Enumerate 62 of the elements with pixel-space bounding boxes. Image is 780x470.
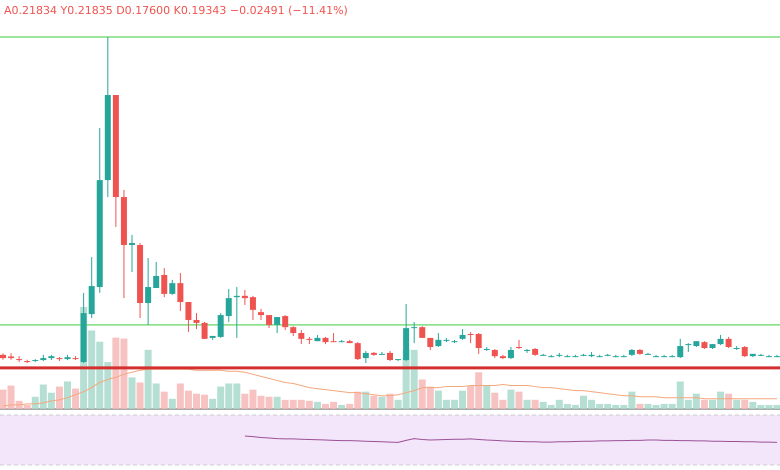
candlestick [145,258,152,326]
candlestick [435,332,442,348]
candlestick [460,328,466,340]
candlestick [411,321,418,344]
candlestick [516,339,522,350]
bar [636,404,644,409]
bar [128,377,136,409]
candlestick [742,346,748,358]
bar [386,394,394,409]
bar [338,404,346,409]
candlestick [153,261,160,289]
candlestick [354,342,361,361]
bar [725,394,732,409]
candlestick [508,346,514,360]
candlestick [685,342,692,352]
candlestick [226,288,232,322]
chart-title: A0.21834 Y0.21835 D0.17600 K0.19343 −0.02491 (−11.41%) [4,4,348,17]
bar [274,396,281,409]
candlestick [290,326,296,336]
candlestick [177,272,184,312]
bar [168,398,176,409]
candlestick [726,336,732,349]
bar [532,400,539,409]
candlestick [476,332,482,354]
bar [378,396,386,409]
bar [507,390,514,409]
candlestick [266,314,272,329]
candlestick [274,316,280,334]
candlestick [362,350,369,364]
bar [370,396,378,409]
candlestick [468,332,474,344]
candlestick [677,338,684,359]
candlestick [427,337,434,350]
candlestick [250,295,256,320]
bar [160,392,168,409]
candlestick [419,326,426,338]
bar [483,386,490,409]
candlestick [330,332,337,343]
candlestick [185,302,192,333]
bar [56,386,63,409]
candlestick [169,279,176,296]
candlestick [387,350,393,362]
candlestick [298,330,304,345]
candlestick [258,308,264,320]
candlestick [492,348,498,359]
bar [64,381,71,409]
bar [524,400,531,409]
candlestick [161,268,168,298]
candlestick [194,312,200,330]
bar [314,402,321,409]
bar [362,392,370,409]
bar [741,400,748,409]
candlestick [718,334,724,346]
bar [733,400,740,409]
bar [516,392,522,409]
bar [136,382,144,409]
bar [72,388,80,409]
bar [700,400,708,409]
candlestick [218,312,224,338]
candlestick [129,234,135,273]
candlestick [282,314,288,331]
candlestick [202,321,208,340]
